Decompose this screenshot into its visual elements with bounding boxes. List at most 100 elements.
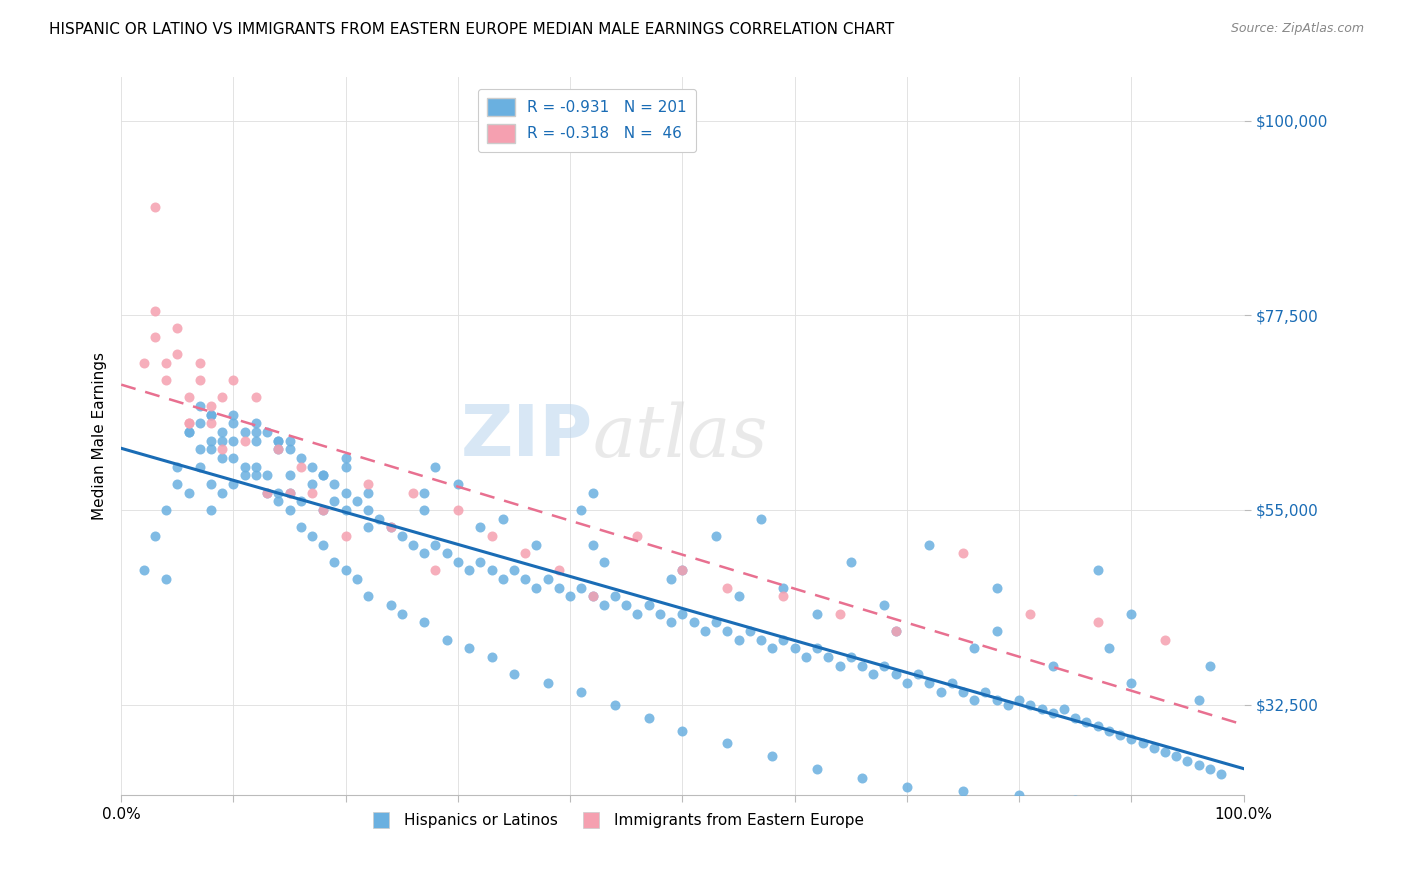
Point [1121, 676, 1143, 690]
Point [211, 451, 233, 466]
Point [581, 590, 603, 604]
Point [986, 624, 1008, 638]
Point [1177, 801, 1199, 815]
Point [581, 537, 603, 551]
Point [323, 477, 346, 491]
Point [873, 598, 896, 612]
Point [188, 373, 211, 387]
Point [200, 503, 222, 517]
Point [245, 434, 267, 448]
Point [1132, 737, 1154, 751]
Point [380, 520, 402, 534]
Point [447, 503, 470, 517]
Point [155, 356, 177, 370]
Text: HISPANIC OR LATINO VS IMMIGRANTS FROM EASTERN EUROPE MEDIAN MALE EARNINGS CORREL: HISPANIC OR LATINO VS IMMIGRANTS FROM EA… [49, 22, 894, 37]
Point [323, 494, 346, 508]
Point [693, 624, 716, 638]
Point [267, 485, 290, 500]
Point [143, 529, 166, 543]
Point [177, 425, 200, 439]
Point [245, 459, 267, 474]
Text: atlas: atlas [592, 401, 768, 472]
Point [1042, 706, 1064, 721]
Point [200, 399, 222, 413]
Point [278, 434, 301, 448]
Point [335, 529, 357, 543]
Point [188, 442, 211, 457]
Point [278, 485, 301, 500]
Point [233, 434, 256, 448]
Point [548, 581, 571, 595]
Point [312, 468, 335, 483]
Point [458, 564, 481, 578]
Point [1064, 793, 1087, 807]
Point [772, 590, 794, 604]
Point [278, 468, 301, 483]
Point [357, 520, 380, 534]
Point [1042, 658, 1064, 673]
Point [659, 572, 682, 586]
Point [177, 391, 200, 405]
Point [1166, 749, 1188, 764]
Legend: Hispanics or Latinos, Immigrants from Eastern Europe: Hispanics or Latinos, Immigrants from Ea… [360, 807, 870, 834]
Point [952, 546, 974, 560]
Point [682, 615, 704, 630]
Point [839, 650, 862, 665]
Point [380, 598, 402, 612]
Point [188, 356, 211, 370]
Point [312, 503, 335, 517]
Point [312, 503, 335, 517]
Point [143, 200, 166, 214]
Point [974, 684, 997, 698]
Point [335, 459, 357, 474]
Point [436, 546, 458, 560]
Point [851, 658, 873, 673]
Point [896, 780, 918, 794]
Point [413, 503, 436, 517]
Point [481, 650, 503, 665]
Point [267, 442, 290, 457]
Point [335, 451, 357, 466]
Point [592, 598, 614, 612]
Point [132, 564, 155, 578]
Point [581, 590, 603, 604]
Point [380, 520, 402, 534]
Point [1177, 754, 1199, 768]
Point [200, 408, 222, 422]
Point [581, 485, 603, 500]
Point [312, 537, 335, 551]
Point [200, 442, 222, 457]
Point [166, 477, 188, 491]
Point [884, 667, 907, 681]
Point [1154, 745, 1177, 759]
Point [402, 537, 425, 551]
Point [335, 503, 357, 517]
Point [222, 451, 245, 466]
Point [817, 650, 839, 665]
Point [603, 590, 626, 604]
Point [155, 572, 177, 586]
Point [267, 434, 290, 448]
Point [222, 477, 245, 491]
Text: ZIP: ZIP [460, 402, 592, 471]
Point [671, 564, 693, 578]
Point [245, 468, 267, 483]
Point [503, 564, 526, 578]
Point [1199, 658, 1222, 673]
Point [413, 615, 436, 630]
Point [177, 417, 200, 431]
Point [515, 572, 537, 586]
Point [1019, 607, 1042, 621]
Y-axis label: Median Male Earnings: Median Male Earnings [93, 352, 107, 520]
Point [1031, 702, 1053, 716]
Point [177, 425, 200, 439]
Point [301, 529, 323, 543]
Point [233, 468, 256, 483]
Point [548, 564, 571, 578]
Point [828, 658, 851, 673]
Point [952, 684, 974, 698]
Point [1188, 693, 1211, 707]
Point [245, 391, 267, 405]
Point [188, 417, 211, 431]
Point [941, 676, 963, 690]
